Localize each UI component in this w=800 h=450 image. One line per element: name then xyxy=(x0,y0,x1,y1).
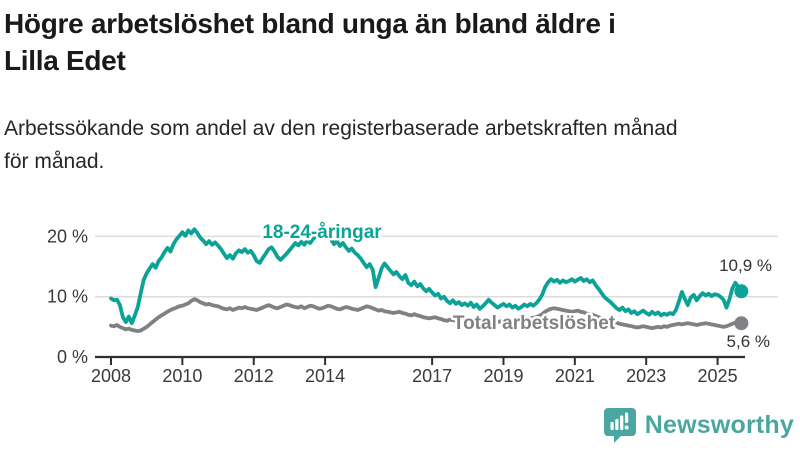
series-label: Total arbetslöshet xyxy=(453,313,616,334)
x-tick-label: 2008 xyxy=(91,366,131,386)
x-tick-label: 2021 xyxy=(555,366,595,386)
x-tick-label: 2023 xyxy=(626,366,666,386)
brand-name: Newsworthy xyxy=(644,410,794,439)
series-end-value: 10,9 % xyxy=(719,256,772,275)
x-tick-label: 2025 xyxy=(698,366,738,386)
x-tick-label: 2014 xyxy=(305,366,345,386)
series-end-dot xyxy=(734,316,749,331)
brand-footer: Newsworthy xyxy=(603,406,794,444)
chart-subtitle-line1: Arbetssökande som andel av den registerb… xyxy=(4,117,678,140)
chart-subtitle: Arbetssökande som andel av den registerb… xyxy=(4,112,678,178)
series-line-18-24-ringar xyxy=(109,227,744,326)
chart-title: Högre arbetslöshet bland unga än bland ä… xyxy=(4,5,616,79)
series-line-total-arbetsl-shet xyxy=(109,297,744,334)
y-tick-label: 0 % xyxy=(57,347,88,367)
x-tick-label: 2017 xyxy=(412,366,452,386)
x-tick-label: 2010 xyxy=(162,366,202,386)
chart-title-line2: Lilla Edet xyxy=(4,45,126,76)
newsworthy-logo-icon xyxy=(603,406,637,444)
series-end-value: 5,6 % xyxy=(727,332,770,351)
series-label: 18-24-åringar xyxy=(262,222,382,243)
y-tick-label: 10 % xyxy=(47,287,88,307)
x-tick-label: 2019 xyxy=(483,366,523,386)
x-tick-label: 2012 xyxy=(234,366,274,386)
y-tick-label: 20 % xyxy=(47,226,88,246)
chart-title-line1: Högre arbetslöshet bland unga än bland ä… xyxy=(4,8,616,39)
chart-subtitle-line2: för månad. xyxy=(4,150,105,173)
series-end-dot xyxy=(734,284,749,299)
